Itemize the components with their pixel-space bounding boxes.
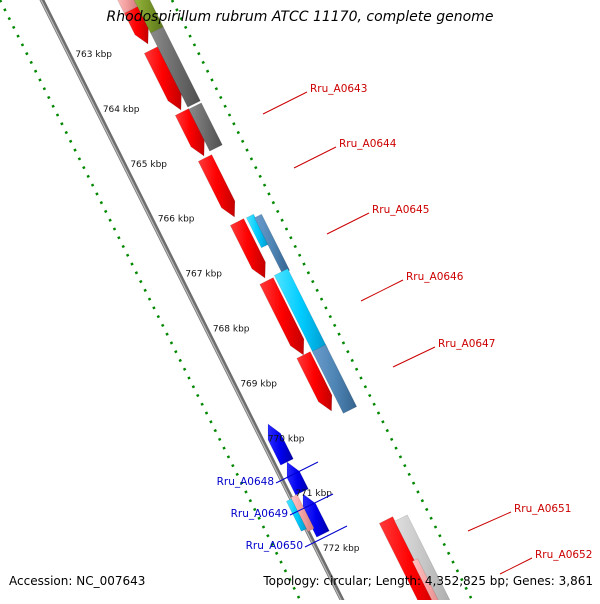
- feature-gray-2[interactable]: [188, 102, 223, 152]
- gene-forward-3[interactable]: [174, 108, 205, 157]
- tick-dot-line-left: [0, 0, 302, 601]
- tick-label: 765 kbp: [130, 160, 167, 170]
- callout-line: [326, 212, 370, 235]
- gene-forward-2[interactable]: [143, 46, 182, 111]
- gene-label[interactable]: Rru_A0643: [310, 83, 367, 95]
- gene-labels: Rru_A0643 Rru_A0644 Rru_A0645 Rru_A0646 Rru_…: [217, 83, 592, 575]
- callout-line: [262, 91, 308, 115]
- map-title: Rhodospirillum rubrum ATCC 11170, comple…: [106, 9, 494, 25]
- feature-steel-2[interactable]: [311, 344, 358, 414]
- gene-label[interactable]: Rru_A0647: [438, 338, 495, 350]
- tick-label: 771 kbp: [295, 489, 332, 499]
- callout-line: [293, 146, 337, 169]
- tick-label: 764 kbp: [103, 105, 140, 115]
- gene-label[interactable]: Rru_A0650: [246, 540, 303, 552]
- tick-label: 767 kbp: [185, 270, 222, 280]
- gene-forward-1[interactable]: [123, 6, 149, 45]
- gene-label[interactable]: Rru_A0649: [231, 508, 288, 520]
- callout-line: [275, 461, 319, 484]
- gene-label[interactable]: Rru_A0644: [339, 138, 397, 150]
- feature-pink-2[interactable]: [290, 493, 315, 533]
- tick-label: 770 kbp: [268, 434, 305, 444]
- feature-steel-1[interactable]: [253, 213, 291, 275]
- callout-line: [360, 279, 404, 302]
- feature-gray-1[interactable]: [150, 26, 201, 108]
- tick-label: 772 kbp: [323, 544, 360, 554]
- accession-text: Accession: NC_007643: [9, 574, 146, 588]
- callout-line: [499, 557, 533, 575]
- gene-label[interactable]: Rru_A0645: [372, 204, 429, 216]
- feature-track: [117, 0, 453, 604]
- gene-forward-7[interactable]: [296, 351, 333, 412]
- gene-forward-6[interactable]: [259, 277, 305, 356]
- tick-label: 763 kbp: [75, 50, 112, 60]
- tick-dot-line-right: [170, 0, 474, 601]
- gene-forward-8[interactable]: [378, 516, 442, 604]
- tick-label: 766 kbp: [158, 215, 195, 225]
- tick-labels: 763 kbp 764 kbp 765 kbp 766 kbp 767 kbp 768 k…: [75, 50, 359, 554]
- topology-text: Topology: circular; Length: 4,352,825 bp…: [263, 574, 593, 588]
- gene-label[interactable]: Rru_A0648: [217, 476, 274, 488]
- callout-line: [304, 525, 348, 548]
- tick-label: 769 kbp: [240, 379, 277, 389]
- callout-line: [289, 493, 334, 516]
- gene-label[interactable]: Rru_A0646: [406, 271, 464, 283]
- gene-forward-4[interactable]: [197, 154, 236, 218]
- tick-dot-lines: [0, 0, 474, 601]
- gene-label[interactable]: Rru_A0651: [514, 503, 571, 515]
- gene-reverse-2[interactable]: [286, 461, 309, 496]
- callout-line: [392, 346, 436, 368]
- callout-line: [467, 511, 512, 532]
- tick-label: 768 kbp: [213, 325, 250, 335]
- gene-forward-5[interactable]: [229, 218, 266, 279]
- gene-label[interactable]: Rru_A0652: [535, 549, 592, 561]
